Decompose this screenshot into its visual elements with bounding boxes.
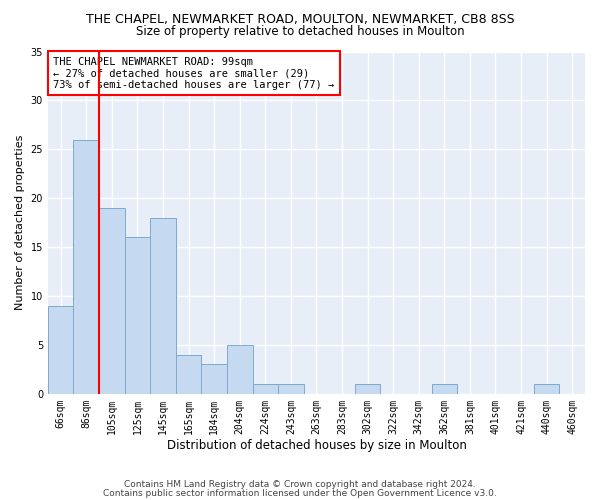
Bar [150,218,176,394]
Bar [253,384,278,394]
Bar [125,238,150,394]
Text: Contains public sector information licensed under the Open Government Licence v3: Contains public sector information licen… [103,488,497,498]
X-axis label: Distribution of detached houses by size in Moulton: Distribution of detached houses by size … [167,440,466,452]
Bar [227,345,253,394]
Bar [202,364,227,394]
Bar [73,140,99,394]
Text: THE CHAPEL NEWMARKET ROAD: 99sqm
← 27% of detached houses are smaller (29)
73% o: THE CHAPEL NEWMARKET ROAD: 99sqm ← 27% o… [53,56,335,90]
Bar [355,384,380,394]
Text: Size of property relative to detached houses in Moulton: Size of property relative to detached ho… [136,25,464,38]
Bar [99,208,125,394]
Bar [176,354,202,394]
Bar [534,384,559,394]
Bar [278,384,304,394]
Bar [431,384,457,394]
Bar [48,306,73,394]
Text: THE CHAPEL, NEWMARKET ROAD, MOULTON, NEWMARKET, CB8 8SS: THE CHAPEL, NEWMARKET ROAD, MOULTON, NEW… [86,12,514,26]
Text: Contains HM Land Registry data © Crown copyright and database right 2024.: Contains HM Land Registry data © Crown c… [124,480,476,489]
Y-axis label: Number of detached properties: Number of detached properties [15,135,25,310]
